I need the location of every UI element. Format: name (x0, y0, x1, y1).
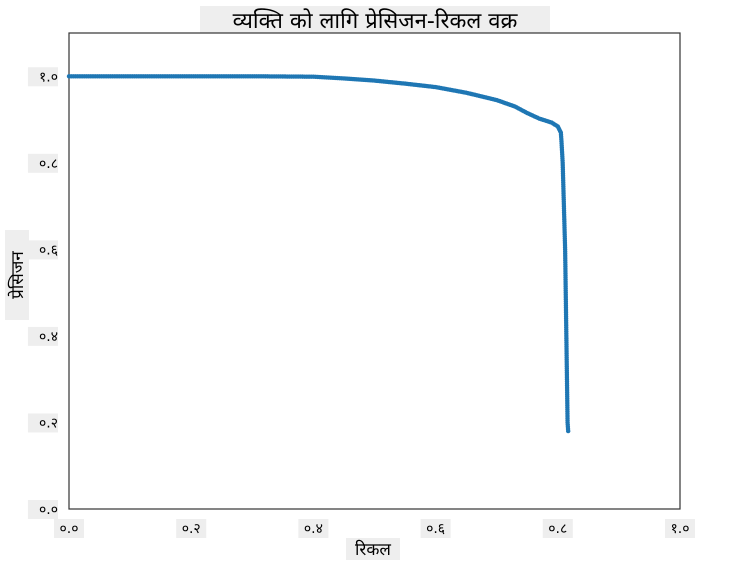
x-tick-label: ०.८ (548, 521, 567, 537)
y-tick-label-bg (27, 326, 58, 346)
y-axis-label: प्रेसिजन (7, 251, 28, 299)
x-tick-label-bg (176, 519, 207, 538)
x-tick-label-bg (53, 519, 85, 538)
x-tick-label: १.० (670, 521, 689, 537)
x-tick-label-bg (664, 519, 696, 538)
y-axis-label-bg (5, 230, 29, 320)
x-tick-label-bg (420, 519, 451, 538)
x-tick-label-bg (542, 519, 573, 538)
x-tick-label: ०.४ (304, 521, 323, 537)
y-tick-label: ०.२ (39, 415, 58, 431)
x-tick-label-bg (298, 519, 329, 538)
y-tick-label: ०.६ (39, 242, 58, 258)
y-tick-label: ०.८ (39, 156, 58, 172)
chart-title: व्यक्ति को लागि प्रेसिजन-रिकल वक्र (233, 8, 519, 34)
y-tick-label-bg (27, 67, 58, 87)
plot-frame (68, 32, 681, 510)
x-tick-label: ०.६ (426, 521, 445, 537)
y-tick-label-bg (27, 153, 58, 173)
chart-title-bg (200, 6, 550, 34)
data-points (66, 74, 571, 434)
y-tick-label-bg (27, 240, 58, 260)
x-axis-label-bg (346, 538, 400, 560)
x-axis-label: रिकल (355, 539, 391, 560)
x-tick-label: ०.२ (182, 521, 201, 537)
data-point (565, 428, 571, 434)
y-tick-label: ०.४ (39, 329, 58, 345)
y-tick-label-bg (27, 413, 58, 433)
x-tick-label: ०.० (59, 521, 78, 537)
y-tick-label: १.० (39, 69, 58, 85)
y-tick-label: ०.० (39, 502, 58, 518)
y-tick-label-bg (27, 500, 58, 519)
tick-labels: ०.० ०.२ ०.४ ०.६ ०.८ १.० ०.० ०.२ ०.४ ०.६ ०.८ १.० (27, 67, 696, 538)
